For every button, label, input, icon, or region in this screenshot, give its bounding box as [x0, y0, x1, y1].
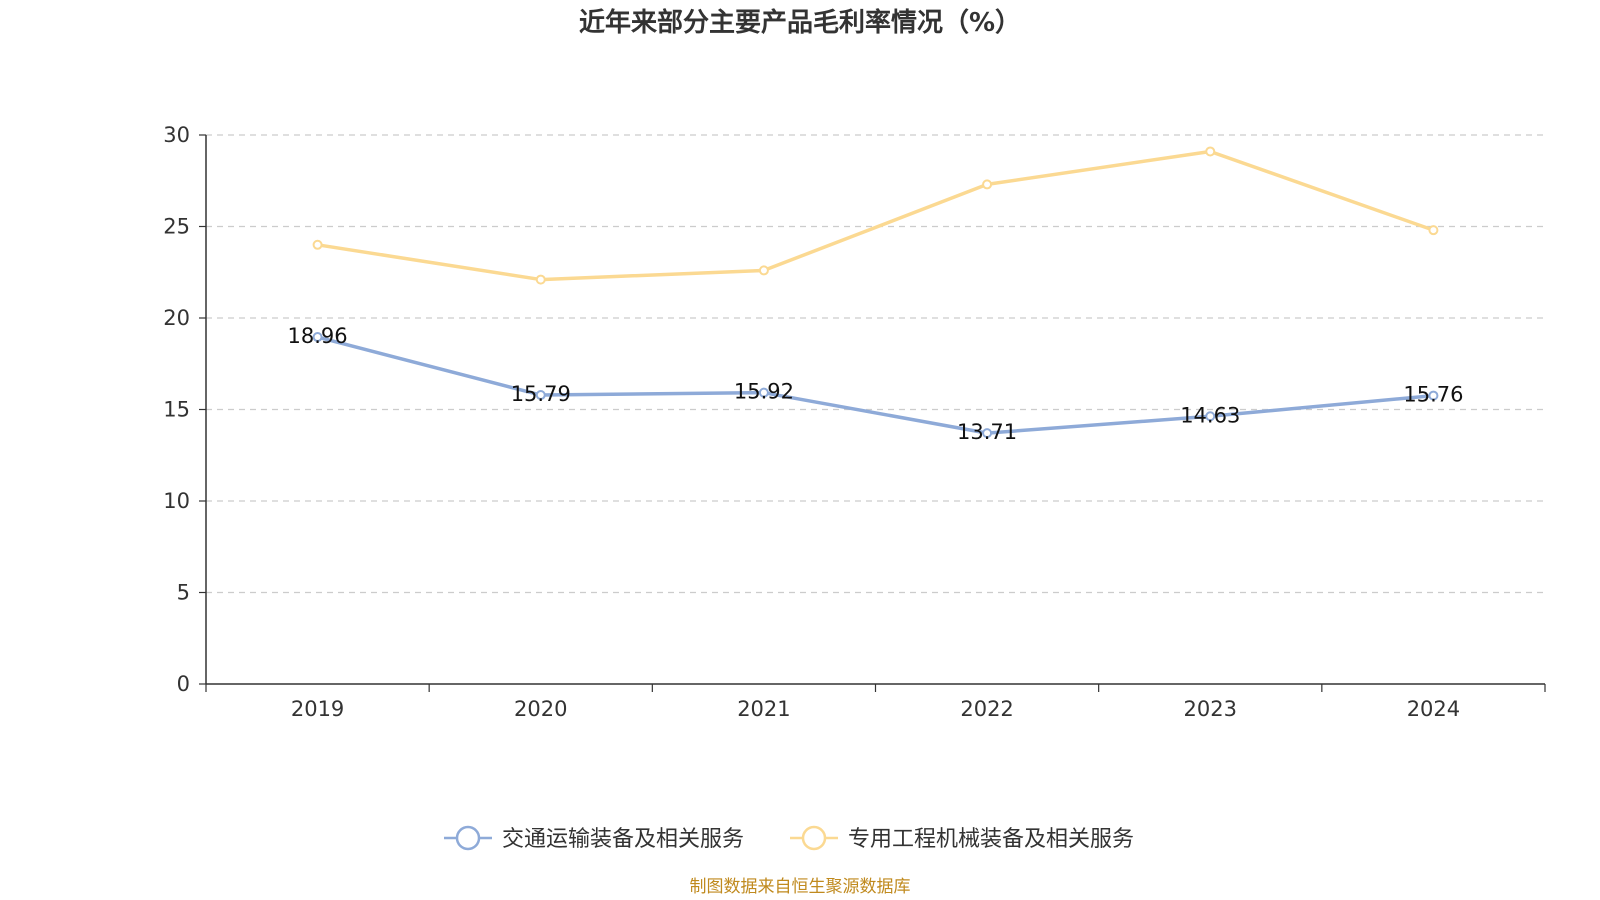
series-0	[312, 332, 1439, 439]
point-1-2020	[535, 274, 546, 285]
point-0-2024	[1428, 390, 1439, 401]
data-label-0-2023: 14.63	[1180, 403, 1240, 427]
y-tick-label-10: 10	[163, 489, 190, 513]
data-label-0-2024: 15.76	[1403, 383, 1463, 407]
legend[interactable]: 交通运输装备及相关服务 专用工程机械装备及相关服务	[444, 825, 1134, 852]
point-1-2023	[1205, 146, 1216, 157]
series-layer	[312, 146, 1439, 439]
data-label-0-2020: 15.79	[511, 382, 571, 406]
legend-label-0: 交通运输装备及相关服务	[502, 827, 744, 852]
data-labels: 18.96 15.79 15.92 13.71 14.63 15.76	[288, 324, 1464, 444]
series-1	[312, 146, 1439, 285]
series-line-1	[317, 149, 1434, 282]
legend-item-0[interactable]: 交通运输装备及相关服务	[444, 825, 744, 852]
point-1-2022	[982, 179, 993, 190]
data-label-0-2019: 18.96	[288, 324, 348, 348]
legend-marker-0	[455, 825, 481, 851]
y-tick-label-30: 30	[163, 123, 190, 147]
point-1-2019	[312, 239, 323, 250]
data-label-0-2021: 15.92	[734, 380, 794, 404]
grid-lines	[206, 134, 1545, 594]
point-1-2024	[1428, 225, 1439, 236]
source-note: 制图数据来自恒生聚源数据库	[690, 877, 911, 897]
y-tick-label-20: 20	[163, 306, 190, 330]
data-label-0-2022: 13.71	[957, 420, 1017, 444]
chart-title: 近年来部分主要产品毛利率情况（%）	[579, 7, 1021, 38]
x-tick-label-2020: 2020	[514, 697, 567, 721]
point-0-2021	[758, 387, 769, 398]
y-tick-label-25: 25	[163, 215, 190, 239]
legend-label-1: 专用工程机械装备及相关服务	[848, 827, 1134, 852]
point-0-2023	[1205, 411, 1216, 422]
y-tick-label-0: 0	[177, 672, 190, 696]
y-tick-label-15: 15	[163, 398, 190, 422]
x-tick-label-2019: 2019	[291, 697, 344, 721]
point-0-2019	[312, 332, 323, 343]
x-tick-label-2024: 2024	[1407, 697, 1460, 721]
point-0-2022	[982, 428, 993, 439]
x-tick-label-2023: 2023	[1184, 697, 1237, 721]
point-0-2020	[535, 390, 546, 401]
y-tick-label-5: 5	[177, 581, 190, 605]
axes: 0 5 10 15 20 25 30 2019 2020 2021 2022 2023 2024	[163, 123, 1546, 721]
series-line-0	[317, 335, 1434, 435]
legend-item-1[interactable]: 专用工程机械装备及相关服务	[790, 825, 1134, 852]
legend-marker-1	[801, 825, 827, 851]
x-tick-label-2021: 2021	[737, 697, 790, 721]
x-tick-label-2022: 2022	[960, 697, 1013, 721]
point-1-2021	[758, 265, 769, 276]
